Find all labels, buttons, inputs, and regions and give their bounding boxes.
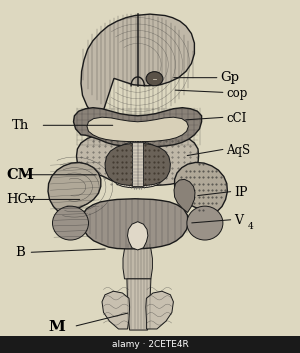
- Polygon shape: [74, 108, 202, 147]
- Text: HCv: HCv: [6, 193, 35, 206]
- Polygon shape: [128, 222, 148, 250]
- Ellipse shape: [52, 206, 88, 240]
- Polygon shape: [110, 142, 165, 188]
- Text: Th: Th: [12, 119, 29, 132]
- Polygon shape: [132, 142, 143, 186]
- Text: IP: IP: [234, 186, 247, 199]
- Polygon shape: [76, 135, 199, 185]
- Polygon shape: [127, 279, 151, 330]
- Bar: [0, 336, 300, 353]
- Text: CM: CM: [6, 168, 34, 182]
- Polygon shape: [48, 162, 101, 213]
- Text: V: V: [234, 214, 243, 227]
- Polygon shape: [87, 117, 188, 142]
- Polygon shape: [175, 162, 227, 213]
- Polygon shape: [123, 241, 152, 279]
- Text: B: B: [15, 246, 25, 259]
- Polygon shape: [102, 291, 130, 329]
- Text: alamy · 2CETE4R: alamy · 2CETE4R: [112, 340, 188, 349]
- Text: 4: 4: [248, 222, 253, 232]
- Text: cop: cop: [226, 87, 248, 100]
- Polygon shape: [146, 291, 173, 329]
- Polygon shape: [82, 199, 188, 249]
- Polygon shape: [174, 179, 195, 213]
- Text: AqS: AqS: [226, 144, 250, 156]
- Polygon shape: [81, 14, 194, 115]
- Ellipse shape: [146, 72, 163, 86]
- Ellipse shape: [187, 206, 223, 240]
- Text: M: M: [48, 319, 65, 334]
- Polygon shape: [105, 143, 170, 186]
- Text: cCI: cCI: [226, 112, 247, 125]
- Text: Gp: Gp: [220, 71, 239, 84]
